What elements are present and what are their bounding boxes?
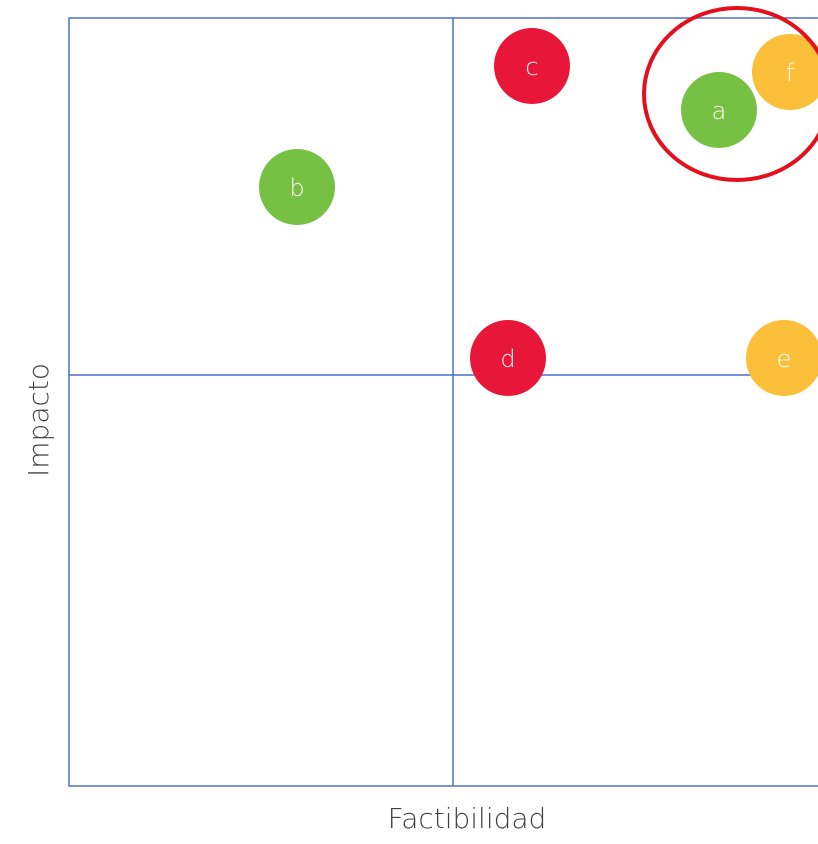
highlight-ellipse [642,6,818,182]
node-label: c [525,53,538,81]
node-label: a [712,97,727,125]
node-circle [259,149,335,225]
node-circle [746,320,818,396]
node-circle [681,72,757,148]
nodes: c f a b d e [259,28,818,396]
x-axis-label: Factibilidad [388,802,547,835]
node-circle [470,320,546,396]
y-axis-label: Impacto [22,363,55,477]
node-label: f [786,59,795,87]
node-circle [494,28,570,104]
node-label: e [777,345,792,373]
node-label: b [289,174,304,202]
frame [68,17,818,787]
node-circle [752,34,818,110]
node-label: d [500,345,515,373]
